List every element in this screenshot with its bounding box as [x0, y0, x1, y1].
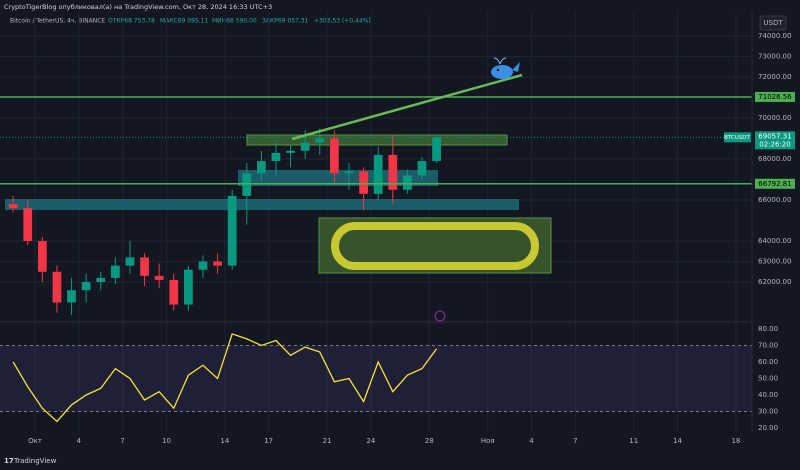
symbol: Bitcoin / TetherUS, 4ч, BINANCE [10, 18, 105, 25]
x-tick-label: 28 [425, 437, 434, 445]
candle-body [344, 171, 354, 174]
drawings [291, 57, 539, 322]
candle-body [373, 154, 383, 194]
y-tick-label: 72000.00 [758, 73, 791, 81]
legend: Bitcoin / TetherUS, 4ч, BINANCE ОТКР68 7… [10, 18, 371, 25]
x-tick-label: Ноя [481, 437, 495, 445]
currency-box[interactable] [759, 15, 787, 31]
y-tick-label: 50.00 [758, 374, 778, 382]
price-label-box [755, 91, 795, 102]
x-tick-label: 18 [731, 437, 740, 445]
candle-body [403, 175, 412, 190]
publisher: CryptoTigerBlog опубликовал(а) на Tradin… [4, 3, 272, 11]
x-tick-label: 24 [366, 437, 375, 445]
candle-body [315, 138, 325, 143]
x-tick-label: Окт [28, 437, 42, 445]
axes: 74000.00 73000.00 72000.00 70000.00 68000.00… [28, 32, 795, 445]
countdown: 02:26:20 [759, 140, 790, 148]
candle-body [8, 204, 18, 209]
y-tick-label: 66000.00 [758, 196, 791, 204]
candle-body [140, 257, 149, 276]
candle-body [388, 154, 398, 190]
rsi-line [12, 333, 438, 423]
candle-body [432, 137, 441, 162]
x-tick-label: 11 [629, 437, 638, 445]
candle-body [256, 161, 266, 174]
candle-body [300, 142, 310, 151]
candle-body [96, 277, 106, 283]
candle-body [183, 269, 193, 305]
y-tick-label: 68000.00 [758, 155, 791, 163]
candle-body [242, 173, 252, 196]
event-icon[interactable] [434, 310, 446, 322]
plot [0, 96, 752, 423]
x-tick-label: 7 [573, 437, 577, 445]
trend-line [291, 73, 523, 141]
price-label: 71026.56 [758, 93, 792, 101]
logo: 17 [4, 457, 14, 465]
candle-body [37, 241, 47, 272]
y-tick-label: 74000.00 [758, 32, 791, 40]
candle-body [286, 150, 295, 153]
y-tick-label: 64000.00 [758, 237, 791, 245]
y-tick-label: 70000.00 [758, 114, 791, 122]
candle-body [227, 195, 237, 266]
ohlc-change: +303,53 (+0,44%) [314, 18, 371, 25]
y-tick-label: 63000.00 [758, 258, 791, 266]
symbol-label: BTCUSDT [724, 135, 750, 141]
footer: TradingView [13, 457, 57, 465]
price-label: 66792.81 [758, 180, 791, 188]
y-tick-label: 30.00 [758, 408, 778, 416]
rsi-band [0, 345, 752, 412]
y-tick-label: 70.00 [758, 341, 778, 349]
highlight [331, 222, 539, 270]
candle-body [110, 265, 120, 278]
zone [5, 199, 519, 210]
candle-body [271, 152, 281, 162]
x-tick-label: 17 [264, 437, 273, 445]
y-tick-label: 20.00 [758, 424, 778, 432]
whale-icon [491, 57, 520, 79]
x-tick-label: 10 [162, 437, 171, 445]
last-price-box [755, 131, 795, 150]
price-label-box [755, 178, 795, 189]
candle-body [67, 290, 76, 303]
y-tick-label: 62000.00 [758, 278, 791, 286]
candle-body [81, 282, 91, 291]
candle-body [52, 271, 62, 303]
candle-body [125, 257, 135, 266]
candle-body [169, 279, 179, 305]
x-tick-label: 21 [323, 437, 332, 445]
ohlc-high: МАКС69 095,11 [160, 18, 208, 25]
y-tick-label: 60.00 [758, 358, 778, 366]
zone [238, 170, 438, 186]
candle-body [213, 261, 222, 266]
ohlc-close: ЗАКР69 057,31 [262, 18, 309, 25]
candle-body [198, 261, 208, 270]
candle-body [330, 138, 339, 174]
ohlc-open: ОТКР68 753,78 [108, 18, 155, 25]
last-price: 69057.31 [758, 132, 791, 140]
zone [246, 134, 508, 146]
currency: USDT [763, 19, 783, 27]
ohlc-low: МИН68 590,00 [212, 18, 257, 25]
symbol-box [724, 132, 751, 143]
x-tick-label: 4 [529, 437, 534, 445]
x-tick-label: 7 [120, 437, 124, 445]
x-tick-label: 4 [77, 437, 82, 445]
candle-body [154, 275, 164, 280]
candle-body [359, 171, 368, 194]
y-tick-label: 73000.00 [758, 52, 791, 60]
y-tick-label: 80.00 [758, 325, 778, 333]
x-tick-label: 14 [673, 437, 682, 445]
candle-body [417, 161, 427, 176]
x-tick-label: 14 [220, 437, 229, 445]
y-tick-label: 40.00 [758, 391, 778, 399]
candle-body [23, 208, 33, 242]
